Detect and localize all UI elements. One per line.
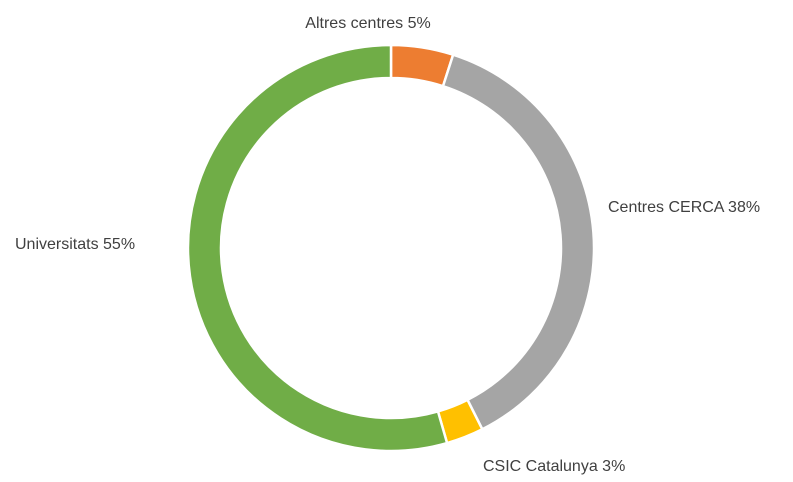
value-label: 55% <box>103 236 135 253</box>
donut-slice <box>441 53 596 431</box>
category-name: Universitats <box>15 236 99 253</box>
category-name: CSIC Catalunya <box>483 458 598 475</box>
data-label: Centres CERCA 38% <box>608 199 760 216</box>
value-label: 5% <box>408 15 431 32</box>
value-label: 38% <box>728 199 760 216</box>
data-label: Altres centres 5% <box>305 15 430 32</box>
data-label: CSIC Catalunya 3% <box>483 458 625 475</box>
category-name: Centres CERCA <box>608 199 725 216</box>
data-label: Universitats 55% <box>15 236 135 253</box>
donut-slice <box>186 43 449 453</box>
value-label: 3% <box>602 458 625 475</box>
category-name: Altres centres <box>305 15 403 32</box>
